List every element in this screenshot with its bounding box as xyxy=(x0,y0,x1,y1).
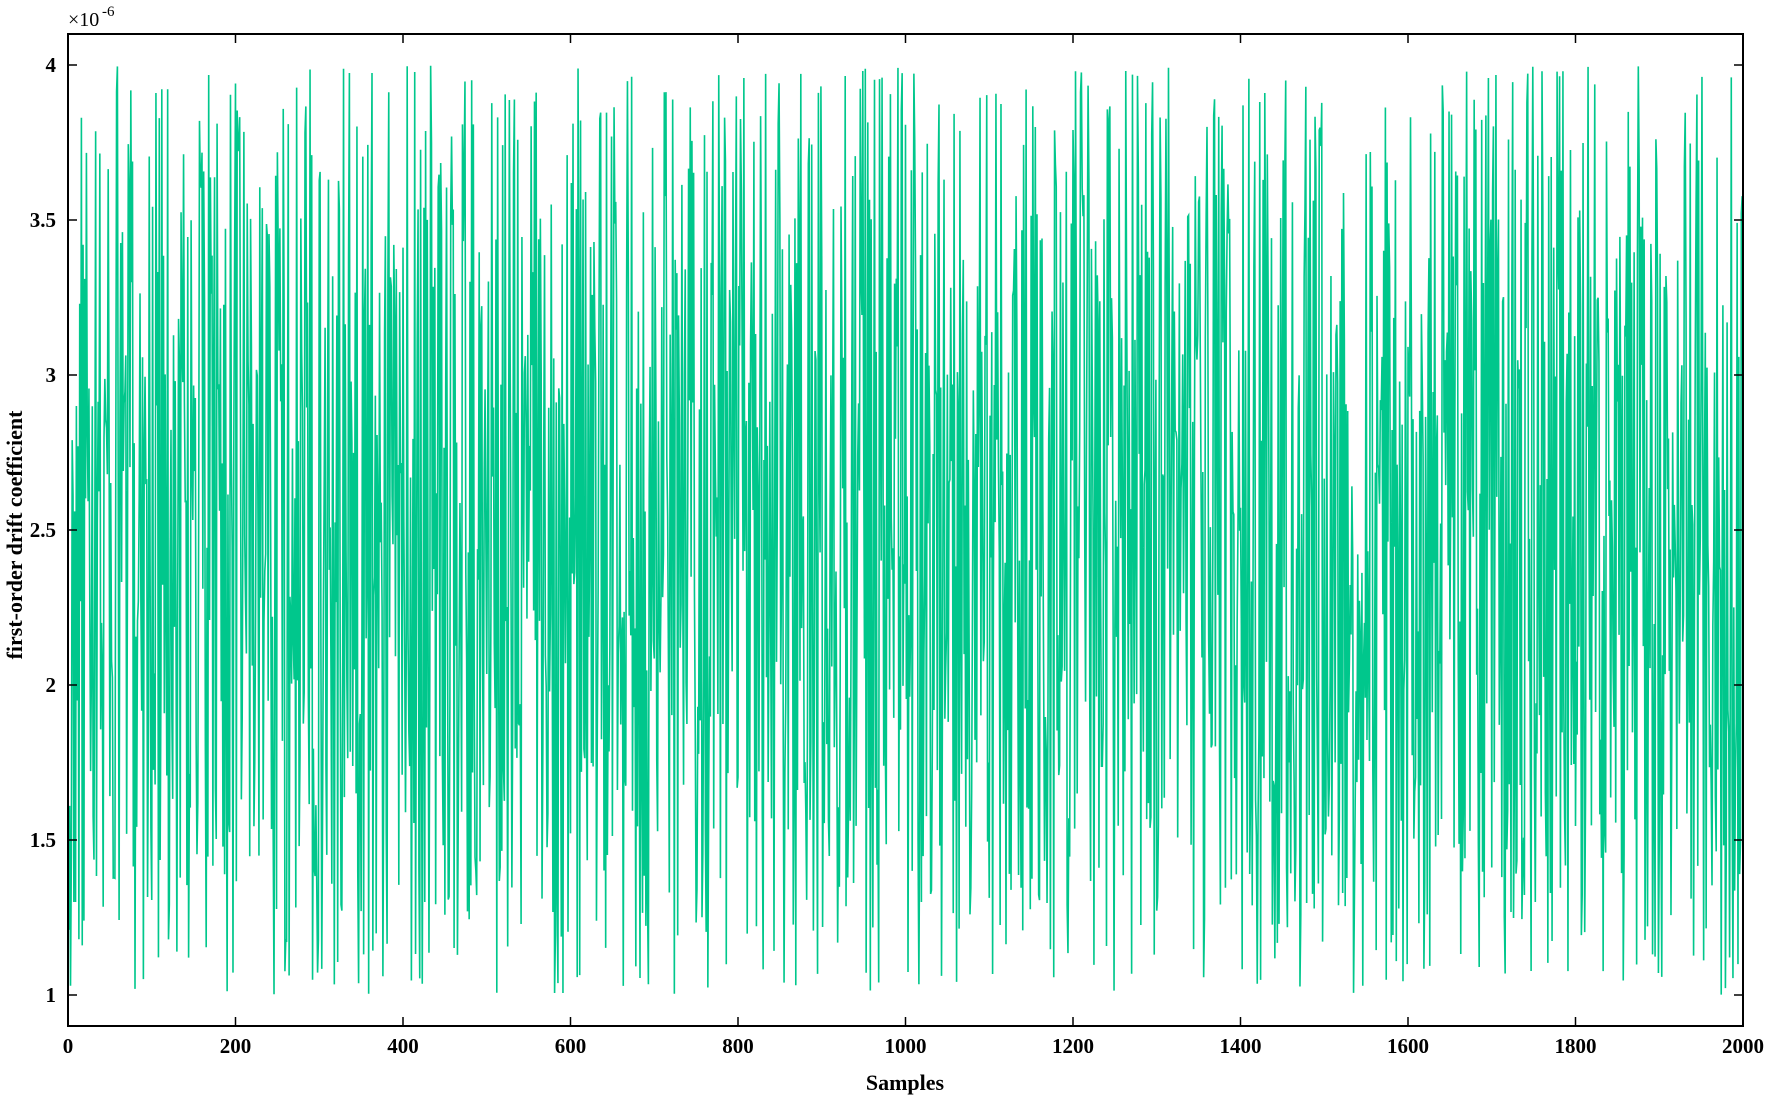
x-tick-label: 400 xyxy=(387,1034,419,1058)
y-tick-label: 2 xyxy=(46,673,57,697)
y-exponent-base: ×10 xyxy=(68,9,99,31)
x-tick-label: 0 xyxy=(63,1034,74,1058)
y-tick-label: 1.5 xyxy=(30,828,56,852)
x-tick-label: 800 xyxy=(722,1034,754,1058)
x-tick-label: 1800 xyxy=(1555,1034,1597,1058)
y-tick-label: 3.5 xyxy=(30,208,56,232)
y-exponent-power: -6 xyxy=(102,4,115,20)
y-tick-label: 4 xyxy=(46,53,57,77)
y-axis-ticks: 1 1.5 2 2.5 3 3.5 4 xyxy=(30,53,1743,1007)
x-tick-label: 2000 xyxy=(1722,1034,1764,1058)
y-axis-label: first-order drift coefficient xyxy=(2,410,27,659)
series-line xyxy=(68,65,1744,995)
y-tick-label: 2.5 xyxy=(30,518,56,542)
x-tick-label: 1000 xyxy=(885,1034,927,1058)
x-tick-label: 1600 xyxy=(1387,1034,1429,1058)
x-tick-label: 600 xyxy=(555,1034,587,1058)
x-tick-label: 1200 xyxy=(1052,1034,1094,1058)
y-tick-label: 1 xyxy=(46,983,57,1007)
series-layer xyxy=(68,65,1744,995)
x-axis-label: Samples xyxy=(866,1070,945,1095)
x-tick-label: 200 xyxy=(220,1034,252,1058)
x-axis-ticks: 0 200 400 600 800 1000 1200 1400 1600 1800 2000 xyxy=(63,34,1764,1058)
x-tick-label: 1400 xyxy=(1220,1034,1262,1058)
y-tick-label: 3 xyxy=(46,363,57,387)
